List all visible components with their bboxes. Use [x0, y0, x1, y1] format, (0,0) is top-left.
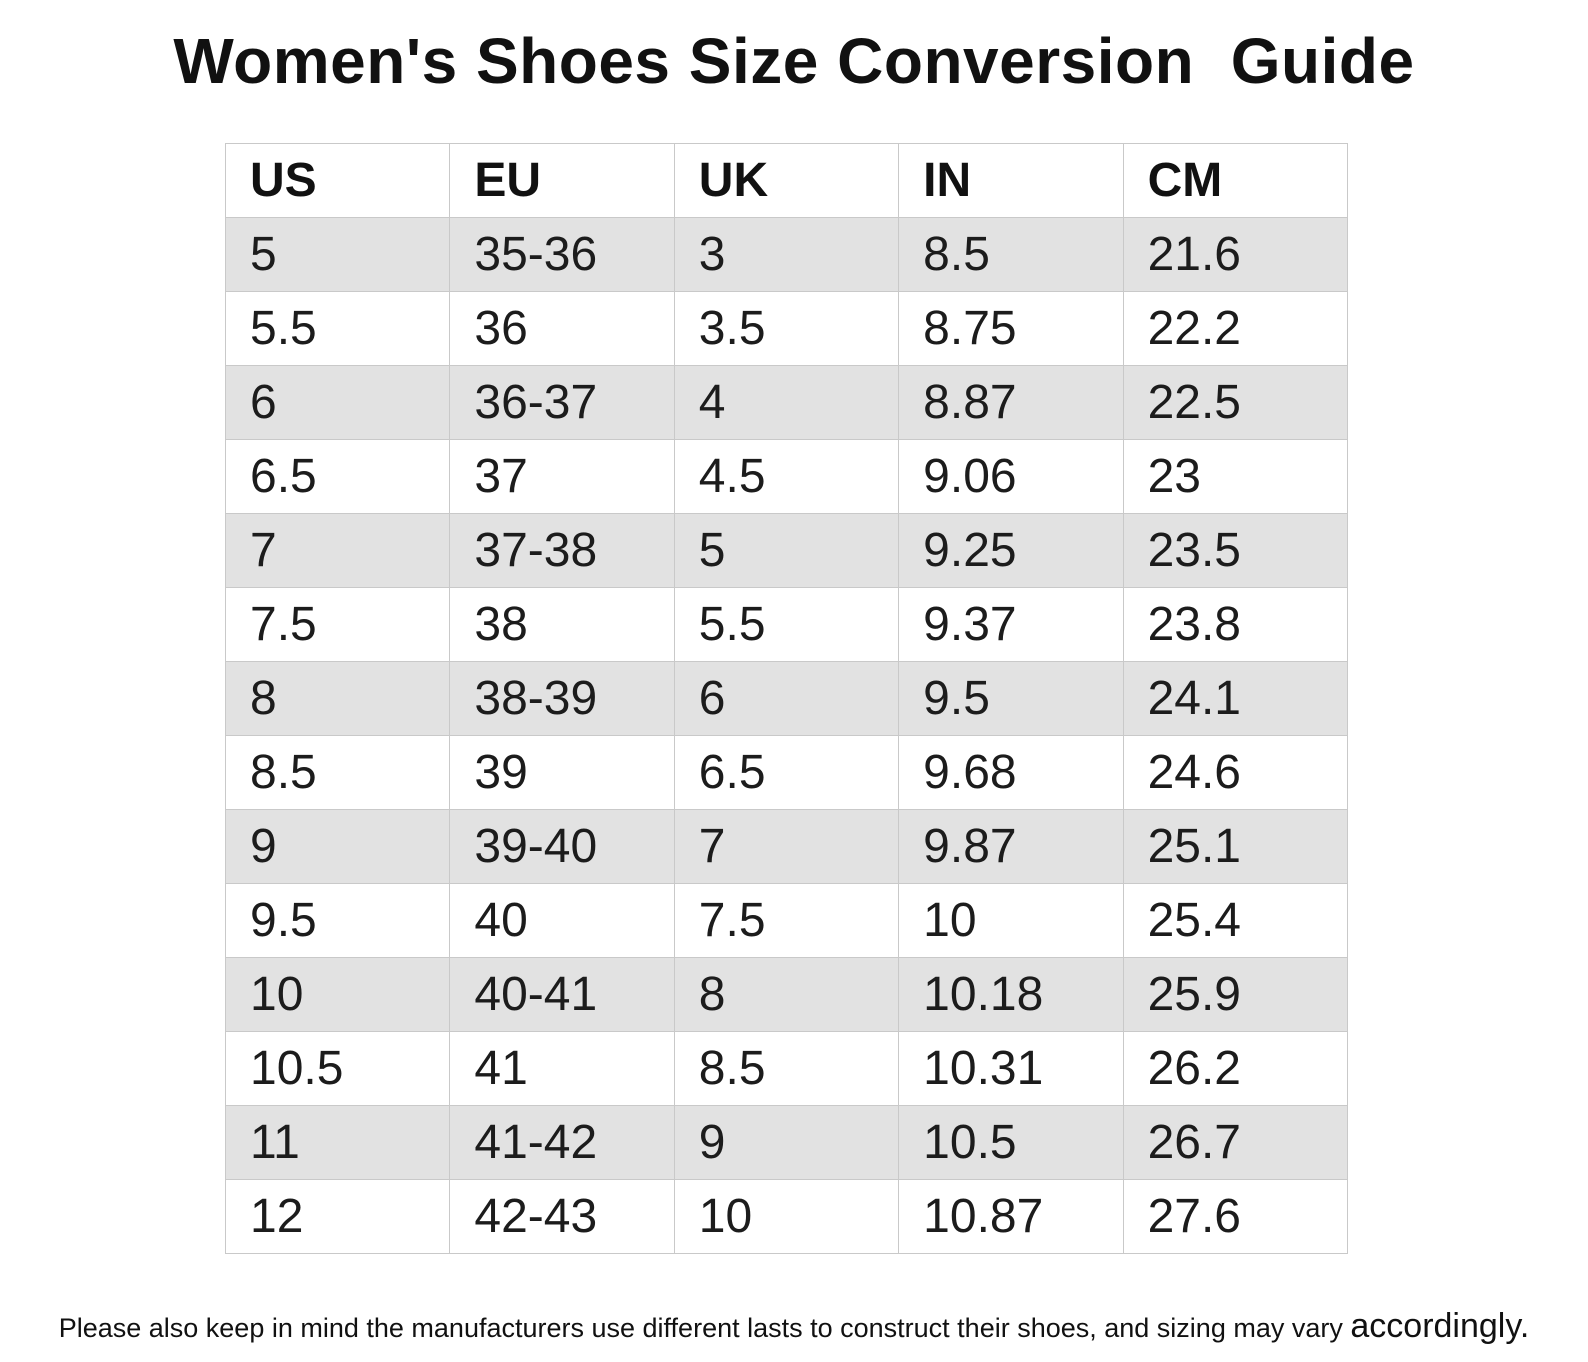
table-cell: 39-40 [449, 809, 675, 884]
table-cell: 8.75 [898, 291, 1124, 366]
table-cell: 8 [224, 661, 451, 736]
table-cell: 9.25 [898, 513, 1124, 588]
table-cell: 9 [224, 809, 451, 884]
table-cell: 40-41 [449, 957, 675, 1032]
table-row: 9 39-40 7 9.87 25.1 [224, 809, 1349, 884]
table-cell: 4 [673, 365, 900, 440]
table-cell: 3.5 [673, 291, 900, 366]
table-cell: 36 [449, 291, 675, 366]
table-row: 10 40-41 8 10.18 25.9 [224, 957, 1349, 1032]
table-body: 5 35-36 3 8.5 21.6 5.5 36 3.5 8.75 22.2 6 36-37 4 8.8… [224, 217, 1349, 1254]
column-header: EU [449, 143, 675, 218]
table-cell: 7.5 [673, 883, 900, 958]
table-cell: 10.18 [898, 957, 1124, 1032]
table-cell: 10 [898, 883, 1124, 958]
table-cell: 27.6 [1122, 1179, 1349, 1254]
table-cell: 6 [673, 661, 900, 736]
table-cell: 26.2 [1122, 1031, 1349, 1106]
table-cell: 23 [1122, 439, 1349, 514]
page-title: Women's Shoes Size Conversion Guide [173, 25, 1415, 97]
table-cell: 9 [673, 1105, 900, 1180]
table-row: 12 42-43 10 10.87 27.6 [224, 1179, 1349, 1254]
table-cell: 11 [224, 1105, 451, 1180]
table-cell: 36-37 [449, 365, 675, 440]
table-cell: 9.37 [898, 587, 1124, 662]
table-cell: 7.5 [224, 587, 451, 662]
table-cell: 38-39 [449, 661, 675, 736]
table-header: US EU UK IN CM [224, 143, 1349, 218]
column-header: US [224, 143, 451, 218]
table-row: 5 35-36 3 8.5 21.6 [224, 217, 1349, 292]
table-cell: 10.5 [224, 1031, 451, 1106]
table-cell: 35-36 [449, 217, 675, 292]
column-header: IN [898, 143, 1124, 218]
table-cell: 23.5 [1122, 513, 1349, 588]
table-cell: 22.2 [1122, 291, 1349, 366]
table-cell: 21.6 [1122, 217, 1349, 292]
table-cell: 41 [449, 1031, 675, 1106]
table-row: 8 38-39 6 9.5 24.1 [224, 661, 1349, 736]
table-cell: 24.1 [1122, 661, 1349, 736]
column-header: UK [673, 143, 900, 218]
table-cell: 26.7 [1122, 1105, 1349, 1180]
table-cell: 8.5 [224, 735, 451, 810]
table-cell: 42-43 [449, 1179, 675, 1254]
table-cell: 6 [224, 365, 451, 440]
footer-note-text: Please also keep in mind the manufacture… [58, 1313, 1343, 1343]
table-cell: 23.8 [1122, 587, 1349, 662]
table-cell: 9.5 [224, 883, 451, 958]
table-row: 7.5 38 5.5 9.37 23.8 [224, 587, 1349, 662]
table-cell: 7 [224, 513, 451, 588]
size-conversion-table: US EU UK IN CM 5 35-36 3 8.5 21.6 5.5 36 3.5 8.75 22.… [224, 143, 1349, 1254]
table-cell: 8.87 [898, 365, 1124, 440]
table-row: 7 37-38 5 9.25 23.5 [224, 513, 1349, 588]
table-cell: 10 [224, 957, 451, 1032]
table-cell: 41-42 [449, 1105, 675, 1180]
table-cell: 37 [449, 439, 675, 514]
table-cell: 10.31 [898, 1031, 1124, 1106]
table-cell: 8 [673, 957, 900, 1032]
table-row: 6.5 37 4.5 9.06 23 [224, 439, 1349, 514]
table-cell: 8.5 [898, 217, 1124, 292]
table-cell: 10 [673, 1179, 900, 1254]
table-cell: 9.06 [898, 439, 1124, 514]
table-cell: 25.1 [1122, 809, 1349, 884]
table-cell: 25.4 [1122, 883, 1349, 958]
table-cell: 37-38 [449, 513, 675, 588]
table-cell: 24.6 [1122, 735, 1349, 810]
table-cell: 6.5 [224, 439, 451, 514]
table-cell: 10.5 [898, 1105, 1124, 1180]
table-cell: 5 [673, 513, 900, 588]
table-cell: 7 [673, 809, 900, 884]
table-row: 10.5 41 8.5 10.31 26.2 [224, 1031, 1349, 1106]
table-row: 6 36-37 4 8.87 22.5 [224, 365, 1349, 440]
table-cell: 4.5 [673, 439, 900, 514]
table-cell: 8.5 [673, 1031, 900, 1106]
table-cell: 3 [673, 217, 900, 292]
table-cell: 10.87 [898, 1179, 1124, 1254]
column-header: CM [1122, 143, 1349, 218]
table-cell: 39 [449, 735, 675, 810]
table-cell: 40 [449, 883, 675, 958]
table-row: 5.5 36 3.5 8.75 22.2 [224, 291, 1349, 366]
table-cell: 9.68 [898, 735, 1124, 810]
table-row: 11 41-42 9 10.5 26.7 [224, 1105, 1349, 1180]
table-cell: 9.5 [898, 661, 1124, 736]
table-cell: 5.5 [224, 291, 451, 366]
table-cell: 5.5 [673, 587, 900, 662]
table-row: 8.5 39 6.5 9.68 24.6 [224, 735, 1349, 810]
footer-note: Please also keep in mind the manufacture… [0, 1307, 1588, 1346]
table-cell: 6.5 [673, 735, 900, 810]
table-header-row: US EU UK IN CM [224, 143, 1349, 218]
footer-note-emphasis: accordingly. [1350, 1307, 1530, 1345]
table-cell: 22.5 [1122, 365, 1349, 440]
table-cell: 12 [224, 1179, 451, 1254]
table-cell: 38 [449, 587, 675, 662]
table-cell: 9.87 [898, 809, 1124, 884]
table-cell: 5 [224, 217, 451, 292]
table-row: 9.5 40 7.5 10 25.4 [224, 883, 1349, 958]
table-cell: 25.9 [1122, 957, 1349, 1032]
